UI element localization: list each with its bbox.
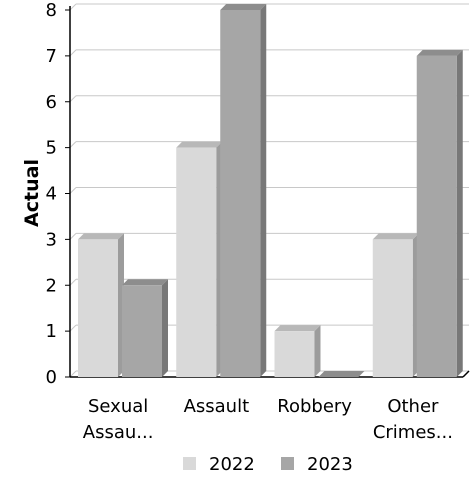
bar [416, 49, 463, 377]
gridline-diag [69, 141, 77, 148]
bar-top [318, 371, 365, 377]
y-tick-labels: 0 1 2 3 4 5 6 7 8 [46, 0, 70, 388]
bar-side [260, 4, 267, 377]
bar-side [314, 325, 321, 377]
bars [78, 4, 463, 377]
bar-front [176, 147, 217, 377]
x-category-label: Sexual Assau... [83, 396, 154, 443]
gridline-diag [69, 95, 77, 103]
gridline-diag [69, 49, 77, 57]
x-category-label: Other Crimes... [373, 396, 453, 443]
y-tick-label: 6 [46, 92, 57, 113]
bar-front [78, 239, 118, 377]
legend-swatch [183, 457, 196, 470]
legend-item: 2023 [281, 454, 353, 475]
bar-front [416, 55, 457, 377]
x-category-labels: Sexual Assau... Assault Robbery Other Crimes.… [83, 396, 453, 443]
gridline-diag [69, 233, 77, 240]
x-axis-depth-line [462, 370, 470, 378]
legend: 2022 2023 [183, 454, 353, 475]
gridline-diag [69, 3, 77, 11]
bar [274, 325, 321, 377]
bar-front [122, 285, 162, 377]
y-tick-label: 1 [46, 321, 57, 342]
bar-front [274, 331, 315, 377]
y-tick-label: 2 [46, 275, 57, 296]
bar-top [78, 233, 124, 240]
y-tick-label: 5 [46, 138, 57, 159]
bar-side [456, 49, 463, 377]
bar [78, 233, 124, 377]
y-tick-label: 0 [46, 367, 57, 388]
y-tick-label: 4 [46, 184, 57, 205]
bar [372, 233, 419, 377]
bar [122, 279, 168, 377]
bar [318, 371, 365, 377]
legend-label: 2023 [307, 454, 353, 475]
legend-item: 2022 [183, 454, 255, 475]
bar-top [274, 325, 321, 332]
y-tick-label: 8 [46, 0, 57, 21]
bar [176, 141, 223, 377]
y-axis-label: Actual [21, 159, 43, 227]
bar-front [220, 10, 261, 377]
gridline-diag [69, 370, 77, 378]
bar-top [372, 233, 419, 240]
legend-swatch [281, 457, 294, 470]
y-tick-label: 7 [46, 46, 57, 67]
gridline-diag [69, 187, 77, 194]
x-category-label: Robbery [277, 396, 352, 417]
bar-top [220, 4, 267, 10]
bar-top [416, 49, 463, 56]
y-tick-label: 3 [46, 229, 57, 250]
bar-top [176, 141, 223, 148]
x-category-label: Assault [184, 396, 250, 417]
bar-front [372, 239, 413, 377]
bar-top [122, 279, 168, 286]
bar [220, 4, 267, 377]
gridline-diag [69, 324, 77, 332]
gridline-diag [69, 278, 77, 286]
legend-label: 2022 [209, 454, 255, 475]
bar-side [162, 279, 168, 377]
